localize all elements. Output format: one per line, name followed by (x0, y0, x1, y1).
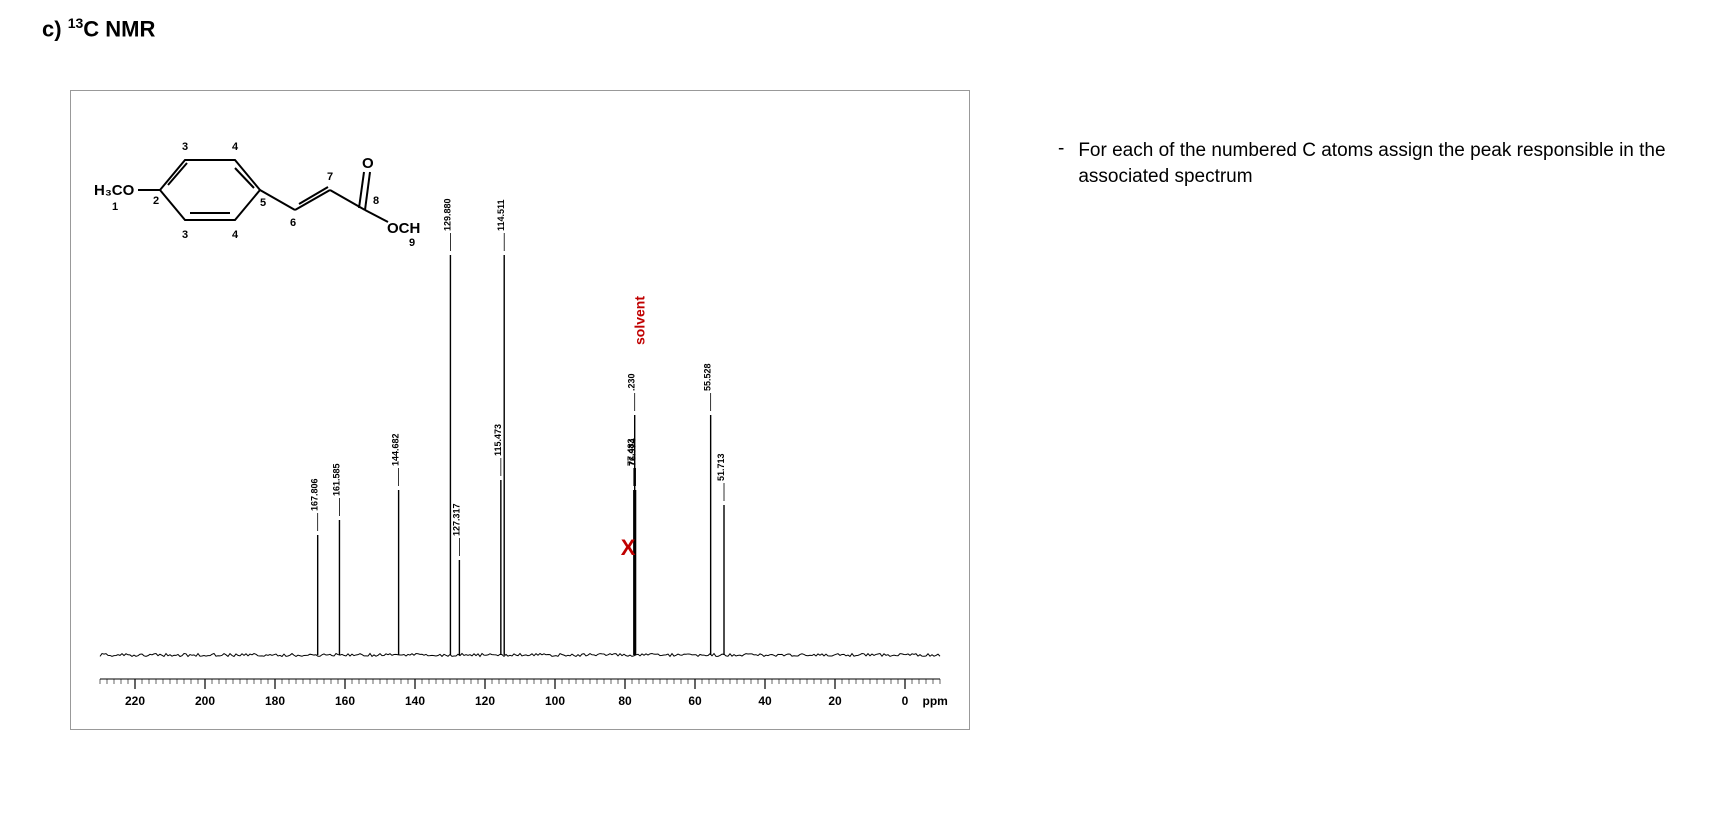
axis-tick-label: 120 (475, 694, 495, 708)
mol-c2: 2 (153, 195, 159, 207)
axis-tick-label: 100 (545, 694, 565, 708)
molecule-structure: H₃CO OCH₃ O 1 2 3 4 3 4 5 6 7 8 9 (90, 100, 420, 300)
mol-c4b: 4 (232, 229, 239, 241)
axis-tick-label: 40 (758, 694, 772, 708)
mol-c4a: 4 (232, 141, 239, 153)
axis-tick-label: 80 (618, 694, 632, 708)
section-label-suffix: C NMR (83, 16, 155, 41)
solvent-label: solvent (632, 296, 648, 345)
mol-c3a: 3 (182, 141, 188, 153)
mol-c8: 8 (373, 195, 379, 207)
axis-tick-label: 180 (265, 694, 285, 708)
instruction-bullet: - (1058, 138, 1064, 189)
solvent-x-marker: X (621, 535, 636, 560)
section-title: c) 13C NMR (42, 15, 155, 42)
peak-label: 167.806 (310, 478, 320, 511)
peak-label: 115.473 (493, 424, 503, 456)
mol-o: O (362, 155, 374, 172)
instruction: - For each of the numbered C atoms assig… (1058, 138, 1698, 189)
axis-tick-label: 20 (828, 694, 842, 708)
peak-label: 161.585 (331, 463, 341, 496)
axis-tick-label: 0 (902, 694, 909, 708)
peak-label: .230 (627, 373, 637, 391)
mol-c1: 1 (112, 201, 118, 213)
axis-unit-label: ppm (923, 694, 948, 708)
peak-label: 129.880 (442, 198, 452, 231)
peak-label: 51.713 (716, 453, 726, 481)
mol-h3co: H₃CO (94, 182, 135, 199)
axis-tick-label: 60 (688, 694, 702, 708)
axis-tick-label: 160 (335, 694, 355, 708)
peak-label: 127.317 (451, 503, 461, 536)
axis-tick-label: 220 (125, 694, 145, 708)
peak-label: 55.528 (703, 363, 713, 391)
axis-tick-label: 140 (405, 694, 425, 708)
section-superscript: 13 (68, 15, 84, 31)
mol-c5: 5 (260, 197, 266, 209)
mol-c9: 9 (409, 237, 415, 249)
axis-tick-label: 200 (195, 694, 215, 708)
peak-label: 76.974 (628, 438, 638, 466)
mol-c7: 7 (327, 171, 333, 183)
peak-label: 144.682 (391, 433, 401, 466)
mol-c3b: 3 (182, 229, 188, 241)
mol-c6: 6 (290, 217, 296, 229)
mol-och3: OCH₃ (387, 220, 420, 237)
peak-label: 114.511 (496, 199, 506, 231)
section-label-prefix: c) (42, 16, 62, 41)
instruction-text: For each of the numbered C atoms assign … (1078, 138, 1698, 189)
